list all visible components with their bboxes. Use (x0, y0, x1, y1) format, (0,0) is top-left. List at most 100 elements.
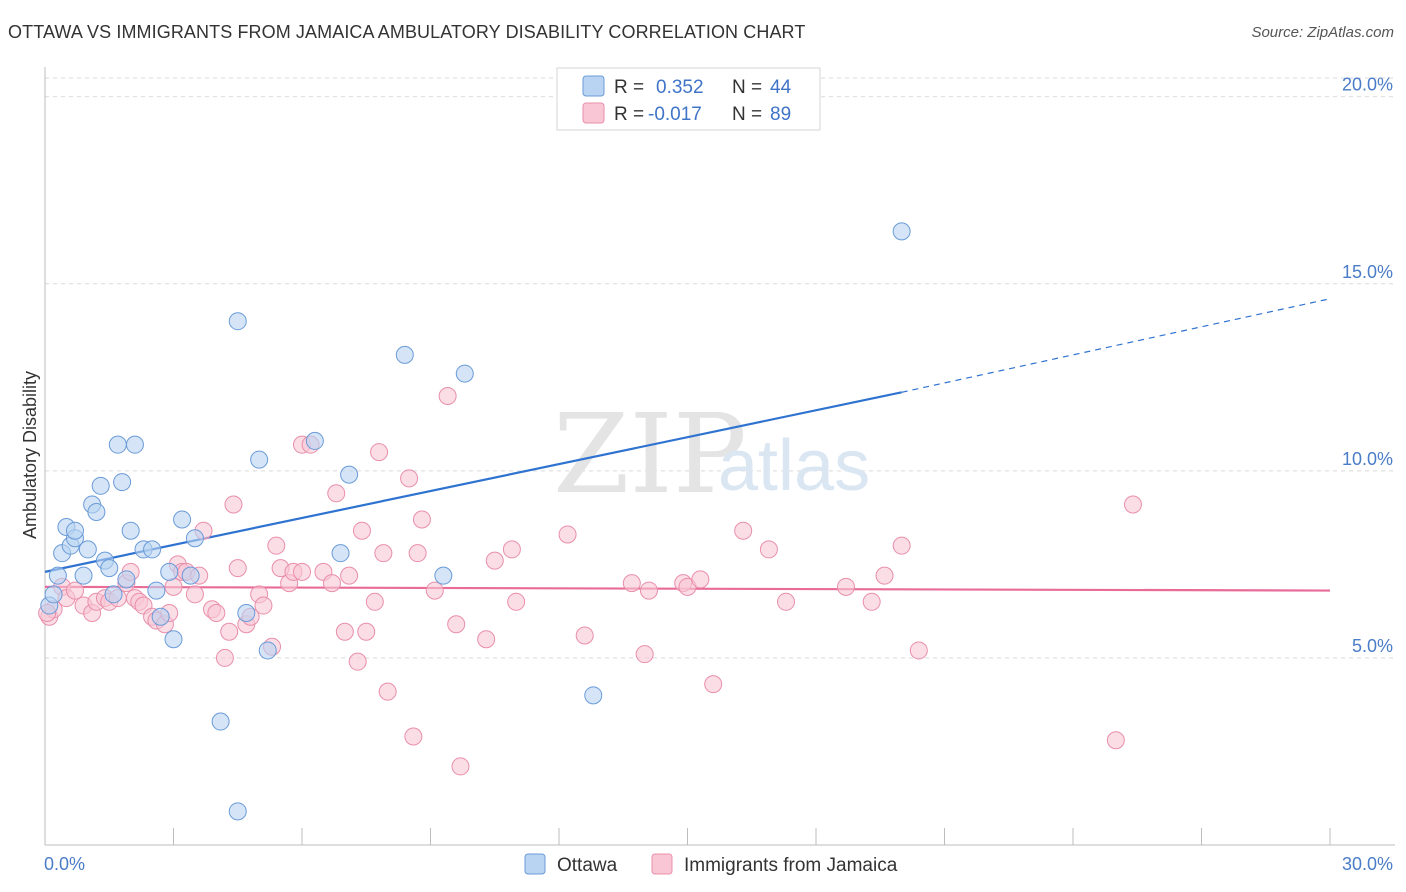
bottom-legend-label-jamaica: Immigrants from Jamaica (684, 855, 898, 876)
jamaica-point (477, 630, 496, 649)
ottawa-point (48, 566, 67, 585)
jamaica-point (228, 559, 247, 578)
jamaica-point (558, 525, 577, 544)
ottawa-point (87, 503, 106, 522)
jamaica-point (340, 566, 359, 585)
y-tick-label: 15.0% (1342, 262, 1393, 282)
jamaica-point (451, 757, 470, 776)
jamaica-point (575, 626, 594, 645)
ottawa-point (44, 585, 63, 604)
jamaica-point (1123, 495, 1142, 514)
ottawa-point (74, 566, 93, 585)
watermark-zip: ZIP (553, 390, 747, 518)
ottawa-point (228, 312, 247, 331)
y-tick-label: 5.0% (1352, 636, 1393, 656)
jamaica-point (635, 645, 654, 664)
jamaica-point (622, 574, 641, 593)
jamaica-point (164, 577, 183, 596)
jamaica-point (875, 566, 894, 585)
ottawa-point (125, 435, 144, 454)
ottawa-point (151, 607, 170, 626)
ottawa-point (340, 465, 359, 484)
jamaica-point (447, 615, 466, 634)
legend-n-value-jamaica: 89 (770, 104, 791, 125)
jamaica-point (215, 648, 234, 667)
jamaica-point (862, 592, 881, 611)
jamaica-point (704, 675, 723, 694)
legend-r-value-ottawa: 0.352 (656, 77, 704, 98)
ottawa-point (181, 566, 200, 585)
jamaica-point (1106, 731, 1125, 750)
ottawa-point (258, 641, 277, 660)
jamaica-point (207, 604, 226, 623)
jamaica-point (836, 577, 855, 596)
ottawa-point (395, 345, 414, 364)
axes-layer: 5.0% 10.0% 15.0% 20.0% 0.0% 30.0% (44, 67, 1395, 874)
ottawa-point (211, 712, 230, 731)
ottawa-point (78, 540, 97, 559)
ottawa-point (892, 222, 911, 241)
jamaica-point (357, 622, 376, 641)
ottawa-point (65, 521, 84, 540)
legend-n-value-ottawa: 44 (770, 77, 792, 98)
ottawa-point (185, 529, 204, 548)
ottawa-point (121, 521, 140, 540)
jamaica-point (892, 536, 911, 555)
bottom-legend: Ottawa Immigrants from Jamaica (524, 853, 898, 876)
jamaica-point (507, 592, 526, 611)
jamaica-point (185, 585, 204, 604)
y-axis-label: Ambulatory Disability (20, 371, 40, 539)
y-tick-label: 20.0% (1342, 75, 1393, 95)
watermark: ZIP atlas (553, 390, 870, 518)
top-legend: R = 0.352 N = 44 R = -0.017 N = 89 (556, 67, 821, 131)
jamaica-point (327, 484, 346, 503)
points-layer (38, 222, 1142, 821)
x-tick-label: 0.0% (44, 854, 85, 874)
jamaica-point (293, 562, 311, 581)
jamaica-point (378, 682, 397, 701)
jamaica-point (408, 544, 427, 563)
ottawa-point (117, 570, 136, 589)
jamaica-point (370, 443, 389, 462)
ottawa-point (237, 604, 256, 623)
legend-r-value-jamaica: -0.017 (648, 104, 702, 125)
ottawa-point (455, 364, 474, 383)
ottawa-point (173, 510, 192, 529)
ottawa-trend-extension (901, 298, 1331, 393)
chart-title: OTTAWA VS IMMIGRANTS FROM JAMAICA AMBULA… (8, 22, 806, 42)
jamaica-point (909, 641, 928, 660)
ottawa-point (250, 450, 269, 469)
jamaica-point (267, 536, 286, 555)
jamaica-point (348, 652, 367, 671)
jamaica-point (639, 581, 658, 600)
legend-n-label-ottawa: N = (732, 77, 762, 98)
bottom-legend-swatch-ottawa (524, 853, 546, 875)
legend-swatch-ottawa (582, 75, 605, 97)
ottawa-point (91, 476, 110, 495)
jamaica-point (734, 521, 753, 540)
ottawa-point (228, 802, 247, 821)
y-tick-label: 10.0% (1342, 449, 1393, 469)
jamaica-point (404, 727, 423, 746)
jamaica-point (254, 596, 273, 615)
ottawa-point (164, 630, 183, 649)
ottawa-point (100, 559, 119, 578)
jamaica-point (400, 469, 419, 488)
x-tick-label: 30.0% (1342, 854, 1393, 874)
jamaica-point (374, 544, 393, 563)
jamaica-point (691, 570, 710, 589)
chart-source: Source: ZipAtlas.com (1251, 24, 1394, 41)
ottawa-point (104, 585, 123, 604)
ottawa-point (108, 435, 127, 454)
jamaica-point (777, 592, 796, 611)
jamaica-point (502, 540, 521, 559)
legend-swatch-jamaica (582, 102, 605, 124)
ottawa-point (160, 562, 179, 581)
ottawa-point (584, 686, 603, 705)
legend-r-label-jamaica: R = (614, 104, 644, 125)
jamaica-point (65, 581, 84, 600)
jamaica-point (485, 551, 504, 570)
jamaica-point (365, 592, 384, 611)
ottawa-point (113, 473, 132, 492)
